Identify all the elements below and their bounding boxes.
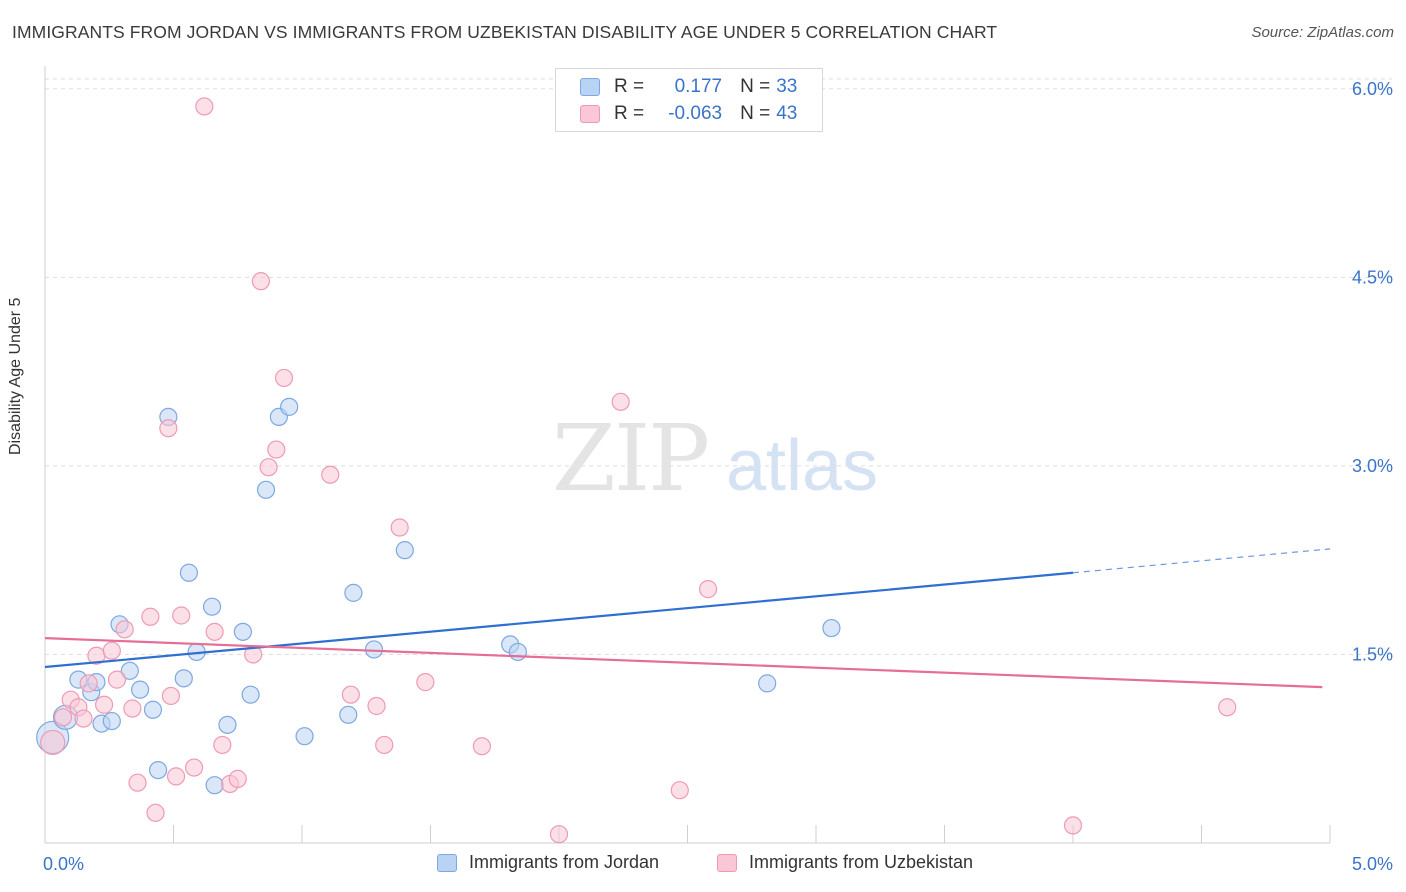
jordan-point — [508, 642, 527, 662]
uzbekistan-point — [698, 580, 718, 599]
jordan-point — [179, 563, 199, 582]
y-tick-label: 6.0% — [1352, 79, 1393, 99]
y-tick-label: 1.5% — [1352, 644, 1393, 664]
legend-row-jordan: R = 0.177 N = 33 — [580, 75, 797, 99]
uzbekistan-point — [321, 465, 340, 484]
uzbekistan-point — [184, 758, 204, 777]
jordan-point — [143, 700, 163, 719]
n-label: N = — [740, 103, 771, 124]
uzbekistan-point — [1218, 698, 1237, 717]
uzbekistan-point — [472, 737, 491, 756]
jordan-trend-line — [44, 571, 1074, 669]
jordan-point — [339, 705, 358, 724]
legend-label-jordan: Immigrants from Jordan — [469, 852, 660, 872]
uzbekistan-point — [141, 607, 160, 626]
uzbekistan-point — [213, 735, 232, 755]
tick-labels: 1.5% 3.0% 4.5% 6.0% 0.0% 5.0% — [43, 79, 1393, 874]
uzbekistan-point — [549, 825, 569, 844]
axes — [44, 66, 1331, 844]
uzbekistan-point — [259, 458, 278, 477]
uzbekistan-point — [115, 620, 134, 639]
x-tick-label: 5.0% — [1352, 854, 1393, 874]
r-label: R = — [614, 103, 645, 124]
uzbekistan-point — [416, 673, 435, 692]
uzbekistan-point — [375, 735, 394, 755]
jordan-point — [202, 597, 222, 616]
jordan-point — [148, 760, 168, 780]
uzbekistan-point — [166, 767, 186, 786]
pink-swatch — [717, 853, 737, 872]
uzbekistan-point — [274, 368, 294, 388]
gridlines — [45, 78, 1392, 655]
uzbekistan-trend-line — [44, 637, 1323, 689]
jordan-point — [280, 397, 299, 416]
uzbekistan-point — [205, 622, 224, 641]
uzbekistan-point — [367, 696, 386, 716]
uzbekistan-point — [390, 518, 409, 537]
blue-swatch — [580, 78, 600, 96]
n-value-uzbekistan: 43 — [776, 103, 798, 124]
jordan-point — [233, 622, 252, 641]
r-label: R = — [614, 76, 645, 97]
uzbekistan-point — [195, 97, 214, 116]
legend-label-uzbekistan: Immigrants from Uzbekistan — [749, 852, 974, 872]
legend-item-uzbekistan: Immigrants from Uzbekistan — [717, 852, 973, 873]
trend-lines — [44, 548, 1331, 689]
jordan-point — [822, 618, 841, 638]
y-tick-label: 3.0% — [1352, 456, 1393, 476]
watermark-atlas: atlas — [726, 426, 878, 506]
uzbekistan-point — [172, 606, 191, 625]
uzbekistan-point — [611, 392, 630, 411]
uzbekistan-point — [79, 674, 98, 693]
jordan-trend-extension — [1072, 548, 1331, 574]
r-value-jordan: 0.177 — [674, 76, 723, 97]
uzbekistan-point — [123, 699, 142, 718]
n-label: N = — [740, 76, 771, 97]
jordan-point — [218, 715, 237, 734]
uzbekistan-point — [228, 769, 247, 788]
jordan-point — [102, 711, 121, 731]
jordan-point — [295, 727, 314, 746]
uzbekistan-point — [102, 641, 121, 660]
jordan-point — [205, 776, 224, 795]
watermark: ZIP atlas — [552, 405, 878, 512]
uzbekistan-point — [670, 781, 689, 800]
jordan-point — [256, 480, 276, 499]
uzbekistan-point — [146, 803, 165, 822]
jordan-point — [120, 661, 139, 680]
uzbekistan-point — [128, 773, 147, 792]
uzbekistan-point — [267, 440, 286, 459]
data-points — [36, 97, 1237, 844]
uzbekistan-point — [251, 272, 270, 291]
jordan-point — [344, 583, 363, 602]
jordan-point — [174, 669, 193, 688]
jordan-point — [758, 674, 777, 693]
uzbekistan-point — [74, 709, 93, 728]
uzbekistan-point — [40, 729, 66, 756]
y-axis-label: Disability Age Under 5 — [7, 297, 24, 455]
jordan-point — [130, 680, 150, 699]
watermark-zip: ZIP — [552, 405, 708, 512]
uzbekistan-point — [95, 695, 114, 714]
uzbekistan-point — [341, 685, 360, 704]
pink-swatch — [580, 105, 600, 123]
legend-item-jordan: Immigrants from Jordan — [437, 852, 659, 873]
legend-row-uzbekistan: R = -0.063 N = 43 — [580, 102, 797, 126]
chart-title: IMMIGRANTS FROM JORDAN VS IMMIGRANTS FRO… — [12, 22, 998, 42]
uzbekistan-point — [107, 670, 127, 689]
jordan-point — [395, 541, 414, 560]
source-label: Source: ZipAtlas.com — [1251, 24, 1394, 41]
x-tick-label: 0.0% — [43, 854, 84, 874]
jordan-point — [241, 685, 260, 704]
uzbekistan-point — [1063, 816, 1083, 835]
n-value-jordan: 33 — [776, 76, 798, 97]
uzbekistan-point — [53, 708, 73, 727]
y-tick-label: 4.5% — [1352, 267, 1393, 287]
r-value-uzbekistan: -0.063 — [668, 103, 723, 124]
blue-swatch — [437, 853, 457, 872]
uzbekistan-point — [159, 419, 178, 438]
uzbekistan-point — [161, 686, 181, 706]
correlation-legend: R = 0.177 N = 33 R = -0.063 N = 43 — [555, 68, 823, 132]
